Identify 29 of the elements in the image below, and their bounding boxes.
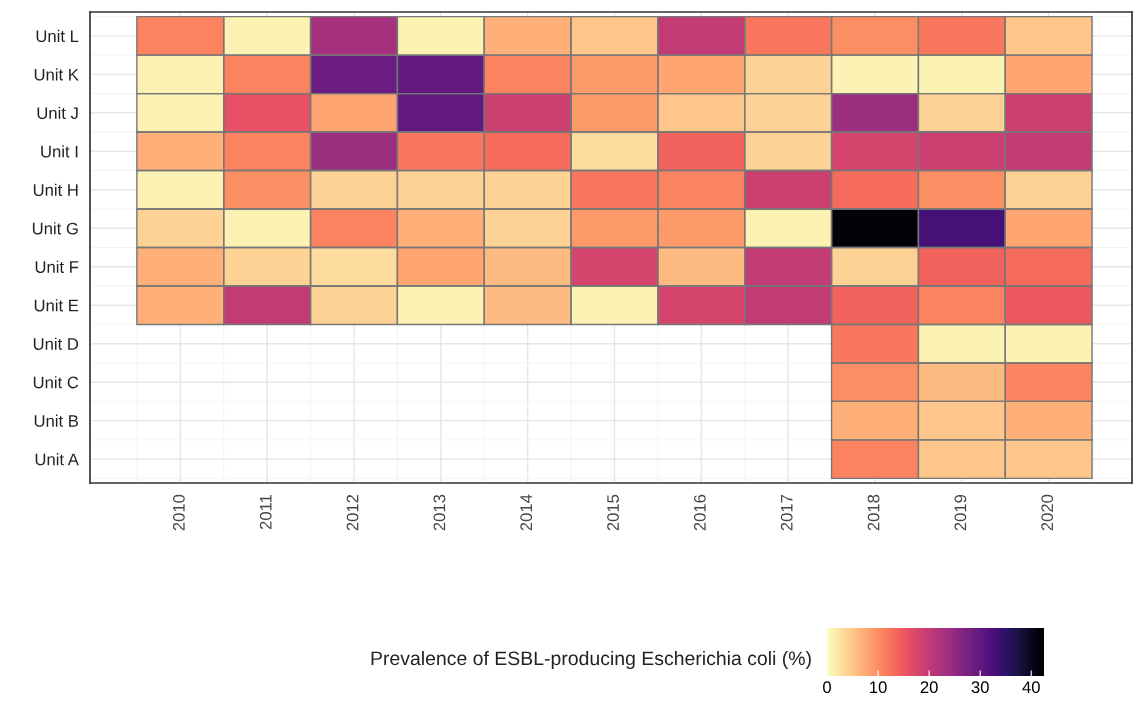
color-bar-label: 40 (1022, 681, 1040, 694)
y-tick-label: Unit F (35, 260, 79, 273)
y-tick-label: Unit H (33, 183, 78, 196)
y-tick-label: Unit I (41, 145, 78, 158)
x-tick-label: 2012 (346, 494, 359, 531)
y-tick-label: Unit D (33, 337, 79, 350)
color-bar-label: 30 (971, 681, 989, 694)
x-tick-label: 2010 (172, 494, 185, 531)
x-tick-label: 2015 (607, 494, 619, 531)
x-tick-label: 2020 (1041, 494, 1054, 531)
color-bar-label: 0 (823, 681, 831, 694)
x-tick-label: 2018 (867, 494, 880, 531)
color-bar-title: Prevalence of ESBL-producing Escherichia coli (%) (371, 650, 811, 670)
x-tick-label: 2011 (259, 494, 272, 530)
y-tick-label: Unit B (34, 414, 79, 427)
y-tick-label: Unit K (34, 68, 79, 81)
y-tick-label: Unit L (36, 29, 79, 43)
y-tick-label: Unit E (34, 299, 79, 312)
y-tick-label: Unit G (32, 222, 78, 235)
y-tick-label: Unit C (33, 376, 79, 389)
x-tick-label: 2016 (693, 494, 706, 531)
x-tick-label: 2014 (520, 494, 533, 531)
color-bar-label: 10 (870, 681, 887, 694)
color-bar-label: 20 (920, 681, 938, 694)
x-tick-label: 2013 (433, 494, 446, 531)
y-tick-label: Unit A (35, 453, 79, 466)
x-tick-label: 2019 (954, 494, 967, 531)
y-tick-label: Unit J (37, 106, 78, 120)
x-tick-label: 2017 (780, 494, 793, 531)
